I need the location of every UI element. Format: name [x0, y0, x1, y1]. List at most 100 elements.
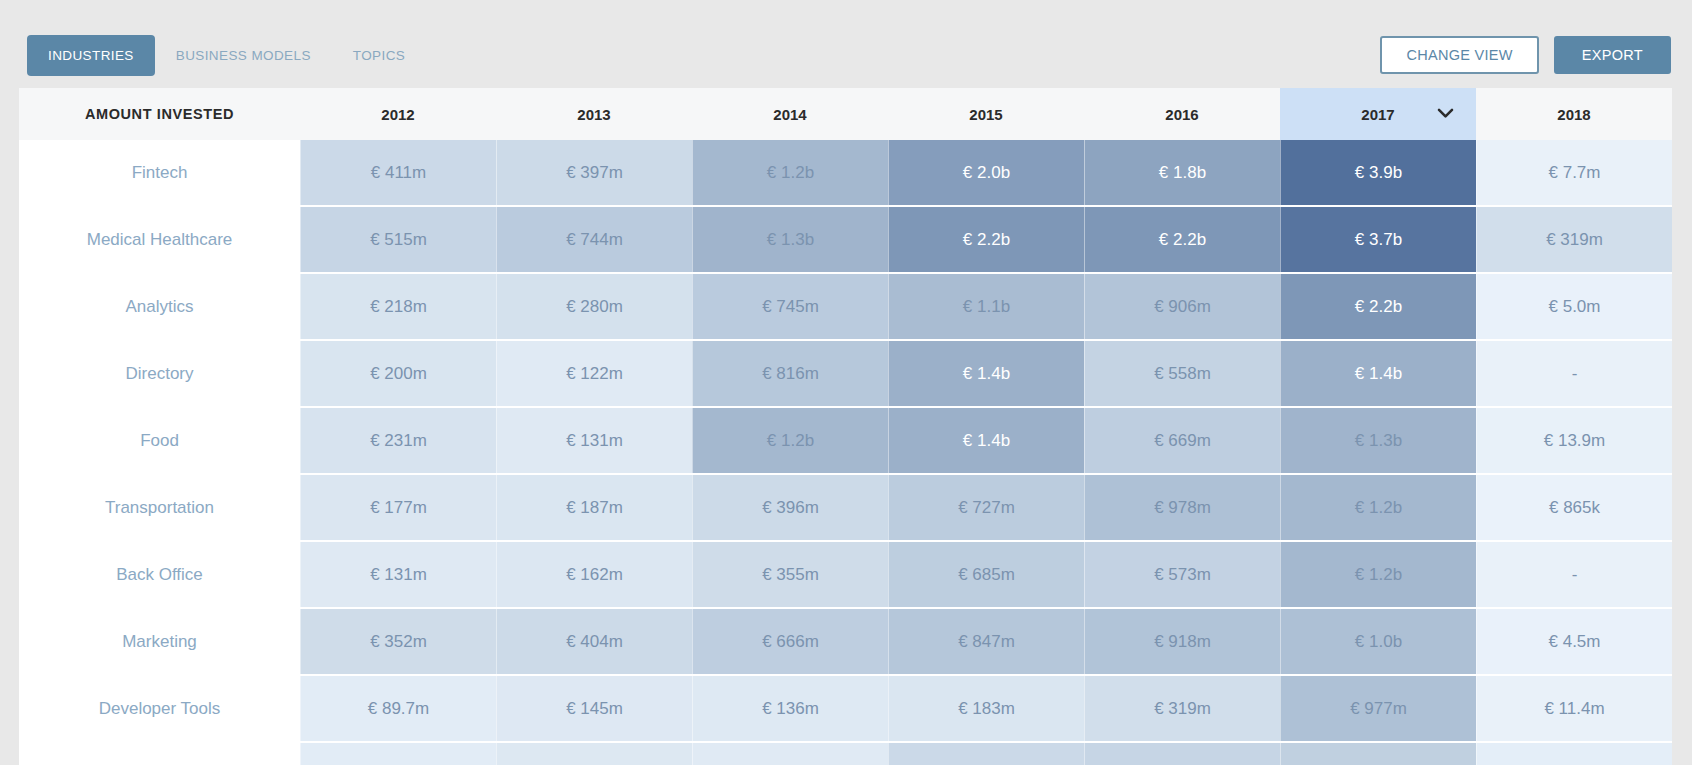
year-header-label: 2018: [1557, 106, 1590, 123]
cell-developer-tools-2013[interactable]: € 145m: [496, 676, 692, 741]
cell-transportation-2015[interactable]: € 727m: [888, 475, 1084, 540]
cell-analytics-2015[interactable]: € 1.1b: [888, 274, 1084, 339]
row-label-directory[interactable]: Directory: [19, 341, 300, 406]
cell-row-10-2016[interactable]: [1084, 743, 1280, 765]
cell-developer-tools-2017[interactable]: € 977m: [1280, 676, 1476, 741]
cell-medical-healthcare-2014[interactable]: € 1.3b: [692, 207, 888, 272]
cell-fintech-2015[interactable]: € 2.0b: [888, 140, 1084, 205]
row-label-analytics[interactable]: Analytics: [19, 274, 300, 339]
row-label-medical-healthcare[interactable]: Medical Healthcare: [19, 207, 300, 272]
cell-transportation-2016[interactable]: € 978m: [1084, 475, 1280, 540]
cell-marketing-2014[interactable]: € 666m: [692, 609, 888, 674]
cell-marketing-2017[interactable]: € 1.0b: [1280, 609, 1476, 674]
cell-transportation-2014[interactable]: € 396m: [692, 475, 888, 540]
cell-food-2014[interactable]: € 1.2b: [692, 408, 888, 473]
cell-fintech-2012[interactable]: € 411m: [300, 140, 496, 205]
cell-analytics-2013[interactable]: € 280m: [496, 274, 692, 339]
cell-back-office-2016[interactable]: € 573m: [1084, 542, 1280, 607]
table-row-medical-healthcare: Medical Healthcare€ 515m€ 744m€ 1.3b€ 2.…: [19, 207, 1672, 274]
cell-row-10-2014[interactable]: [692, 743, 888, 765]
amount-invested-table: AMOUNT INVESTED2012201320142015201620172…: [19, 88, 1672, 765]
cell-directory-2012[interactable]: € 200m: [300, 341, 496, 406]
year-header-2015[interactable]: 2015: [888, 88, 1084, 140]
cell-analytics-2012[interactable]: € 218m: [300, 274, 496, 339]
cell-analytics-2018[interactable]: € 5.0m: [1476, 274, 1672, 339]
year-header-2016[interactable]: 2016: [1084, 88, 1280, 140]
cell-back-office-2018[interactable]: -: [1476, 542, 1672, 607]
cell-analytics-2016[interactable]: € 906m: [1084, 274, 1280, 339]
year-header-2013[interactable]: 2013: [496, 88, 692, 140]
row-label-food[interactable]: Food: [19, 408, 300, 473]
tab-topics[interactable]: TOPICS: [332, 35, 426, 76]
cell-developer-tools-2012[interactable]: € 89.7m: [300, 676, 496, 741]
chevron-down-icon[interactable]: [1437, 108, 1454, 119]
cell-directory-2015[interactable]: € 1.4b: [888, 341, 1084, 406]
cell-developer-tools-2014[interactable]: € 136m: [692, 676, 888, 741]
cell-directory-2013[interactable]: € 122m: [496, 341, 692, 406]
export-button[interactable]: EXPORT: [1554, 36, 1671, 74]
year-header-label: 2014: [773, 106, 806, 123]
cell-back-office-2013[interactable]: € 162m: [496, 542, 692, 607]
cell-transportation-2013[interactable]: € 187m: [496, 475, 692, 540]
row-label-fintech[interactable]: Fintech: [19, 140, 300, 205]
cell-row-10-2012[interactable]: [300, 743, 496, 765]
cell-medical-healthcare-2018[interactable]: € 319m: [1476, 207, 1672, 272]
table-row-back-office: Back Office€ 131m€ 162m€ 355m€ 685m€ 573…: [19, 542, 1672, 609]
cell-back-office-2015[interactable]: € 685m: [888, 542, 1084, 607]
cell-row-10-2013[interactable]: [496, 743, 692, 765]
cell-marketing-2015[interactable]: € 847m: [888, 609, 1084, 674]
cell-back-office-2017[interactable]: € 1.2b: [1280, 542, 1476, 607]
row-label-marketing[interactable]: Marketing: [19, 609, 300, 674]
cell-marketing-2016[interactable]: € 918m: [1084, 609, 1280, 674]
cell-transportation-2012[interactable]: € 177m: [300, 475, 496, 540]
year-header-2017[interactable]: 2017: [1280, 88, 1476, 140]
year-header-2012[interactable]: 2012: [300, 88, 496, 140]
cell-food-2017[interactable]: € 1.3b: [1280, 408, 1476, 473]
cell-fintech-2013[interactable]: € 397m: [496, 140, 692, 205]
cell-marketing-2012[interactable]: € 352m: [300, 609, 496, 674]
tab-business-models[interactable]: BUSINESS MODELS: [155, 35, 332, 76]
cell-developer-tools-2018[interactable]: € 11.4m: [1476, 676, 1672, 741]
cell-row-10-2015[interactable]: [888, 743, 1084, 765]
cell-developer-tools-2016[interactable]: € 319m: [1084, 676, 1280, 741]
change-view-button[interactable]: CHANGE VIEW: [1380, 36, 1538, 74]
cell-transportation-2018[interactable]: € 865k: [1476, 475, 1672, 540]
cell-directory-2014[interactable]: € 816m: [692, 341, 888, 406]
cell-medical-healthcare-2012[interactable]: € 515m: [300, 207, 496, 272]
cell-developer-tools-2015[interactable]: € 183m: [888, 676, 1084, 741]
view-tabs: INDUSTRIESBUSINESS MODELSTOPICS: [27, 35, 426, 76]
cell-row-10-2017[interactable]: [1280, 743, 1476, 765]
row-label-developer-tools[interactable]: Developer Tools: [19, 676, 300, 741]
row-label-back-office[interactable]: Back Office: [19, 542, 300, 607]
cell-row-10-2018[interactable]: [1476, 743, 1672, 765]
year-header-2018[interactable]: 2018: [1476, 88, 1672, 140]
cell-marketing-2018[interactable]: € 4.5m: [1476, 609, 1672, 674]
cell-back-office-2012[interactable]: € 131m: [300, 542, 496, 607]
cell-food-2016[interactable]: € 669m: [1084, 408, 1280, 473]
cell-analytics-2017[interactable]: € 2.2b: [1280, 274, 1476, 339]
cell-fintech-2016[interactable]: € 1.8b: [1084, 140, 1280, 205]
table-row-marketing: Marketing€ 352m€ 404m€ 666m€ 847m€ 918m€…: [19, 609, 1672, 676]
cell-medical-healthcare-2017[interactable]: € 3.7b: [1280, 207, 1476, 272]
cell-medical-healthcare-2016[interactable]: € 2.2b: [1084, 207, 1280, 272]
cell-directory-2017[interactable]: € 1.4b: [1280, 341, 1476, 406]
cell-food-2015[interactable]: € 1.4b: [888, 408, 1084, 473]
cell-directory-2016[interactable]: € 558m: [1084, 341, 1280, 406]
cell-fintech-2014[interactable]: € 1.2b: [692, 140, 888, 205]
cell-analytics-2014[interactable]: € 745m: [692, 274, 888, 339]
cell-fintech-2017[interactable]: € 3.9b: [1280, 140, 1476, 205]
row-label-transportation[interactable]: Transportation: [19, 475, 300, 540]
cell-food-2012[interactable]: € 231m: [300, 408, 496, 473]
cell-transportation-2017[interactable]: € 1.2b: [1280, 475, 1476, 540]
tab-industries[interactable]: INDUSTRIES: [27, 35, 155, 76]
year-header-label: 2015: [969, 106, 1002, 123]
cell-medical-healthcare-2015[interactable]: € 2.2b: [888, 207, 1084, 272]
cell-back-office-2014[interactable]: € 355m: [692, 542, 888, 607]
year-header-2014[interactable]: 2014: [692, 88, 888, 140]
cell-fintech-2018[interactable]: € 7.7m: [1476, 140, 1672, 205]
cell-food-2018[interactable]: € 13.9m: [1476, 408, 1672, 473]
cell-medical-healthcare-2013[interactable]: € 744m: [496, 207, 692, 272]
cell-food-2013[interactable]: € 131m: [496, 408, 692, 473]
cell-directory-2018[interactable]: -: [1476, 341, 1672, 406]
cell-marketing-2013[interactable]: € 404m: [496, 609, 692, 674]
